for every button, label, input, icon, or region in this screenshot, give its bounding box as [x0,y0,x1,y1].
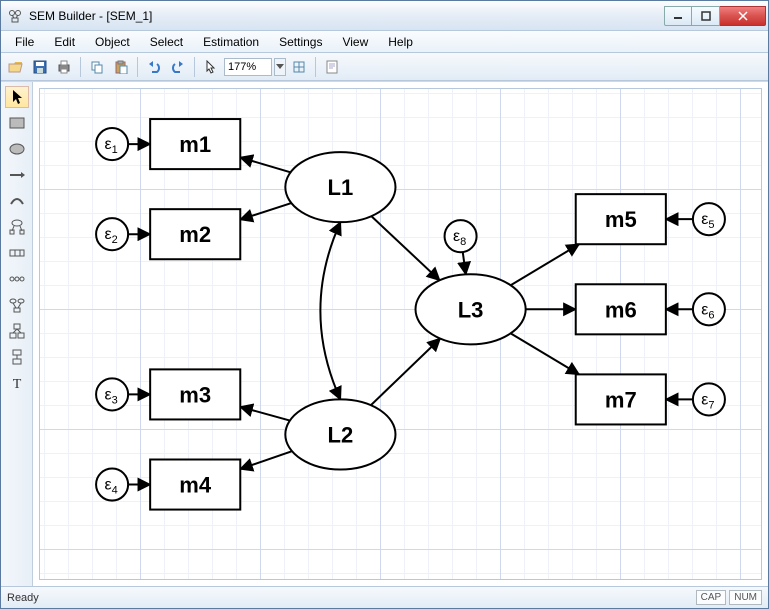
svg-text:T: T [12,377,21,390]
copy-icon[interactable] [86,56,108,78]
open-icon[interactable] [5,56,27,78]
ellipse-tool[interactable] [5,138,29,160]
svg-text:m7: m7 [605,387,637,412]
zoom-dropdown-icon[interactable] [274,58,286,76]
print-icon[interactable] [53,56,75,78]
menu-select[interactable]: Select [140,32,193,52]
svg-text:m2: m2 [179,222,211,247]
svg-text:L2: L2 [328,422,354,447]
svg-text:m4: m4 [179,473,212,498]
zoom-input[interactable] [224,58,272,76]
svg-text:m1: m1 [179,132,211,157]
menu-file[interactable]: File [5,32,44,52]
fit-view-icon[interactable] [288,56,310,78]
workarea: T m1m2m3m4m5m6m7L1L2L3ε1ε2ε3ε4ε5ε6ε7ε8 [1,81,768,586]
maximize-button[interactable] [692,6,720,26]
window-controls [664,6,766,26]
zoom-control [224,58,286,76]
regression-tool[interactable] [5,294,29,316]
cap-indicator: CAP [696,590,727,605]
sem-diagram: m1m2m3m4m5m6m7L1L2L3ε1ε2ε3ε4ε5ε6ε7ε8 [40,89,761,580]
menu-object[interactable]: Object [85,32,140,52]
menu-estimation[interactable]: Estimation [193,32,269,52]
toolbar [1,53,768,81]
svg-text:m6: m6 [605,297,637,322]
multilevel-tool[interactable] [5,320,29,342]
cov-tool[interactable] [5,190,29,212]
path-tool[interactable] [5,164,29,186]
titlebar: SEM Builder - [SEM_1] [1,1,768,31]
svg-text:m5: m5 [605,207,637,232]
tool-palette: T [1,82,33,586]
menubar: FileEditObjectSelectEstimationSettingsVi… [1,31,768,53]
svg-text:L3: L3 [458,297,484,322]
svg-text:m3: m3 [179,382,211,407]
constraint-tool[interactable] [5,346,29,368]
undo-icon[interactable] [143,56,165,78]
statusbar: Ready CAP NUM [1,586,768,608]
canvas[interactable]: m1m2m3m4m5m6m7L1L2L3ε1ε2ε3ε4ε5ε6ε7ε8 [39,88,762,580]
paste-icon[interactable] [110,56,132,78]
svg-text:L1: L1 [328,175,354,200]
minimize-button[interactable] [664,6,692,26]
menu-view[interactable]: View [332,32,378,52]
group-tool[interactable] [5,268,29,290]
text-tool[interactable]: T [5,372,29,394]
menu-settings[interactable]: Settings [269,32,332,52]
select-tool[interactable] [5,86,29,108]
latent-group-tool[interactable] [5,242,29,264]
redo-icon[interactable] [167,56,189,78]
rect-tool[interactable] [5,112,29,134]
num-indicator: NUM [729,590,762,605]
save-icon[interactable] [29,56,51,78]
app-icon [7,8,23,24]
doc-icon[interactable] [321,56,343,78]
close-button[interactable] [720,6,766,26]
menu-edit[interactable]: Edit [44,32,85,52]
pointer-tool-icon[interactable] [200,56,222,78]
measurement-tool[interactable] [5,216,29,238]
status-text: Ready [7,592,39,604]
window-title: SEM Builder - [SEM_1] [29,9,664,23]
app-window: SEM Builder - [SEM_1] FileEditObjectSele… [0,0,769,609]
menu-help[interactable]: Help [378,32,423,52]
